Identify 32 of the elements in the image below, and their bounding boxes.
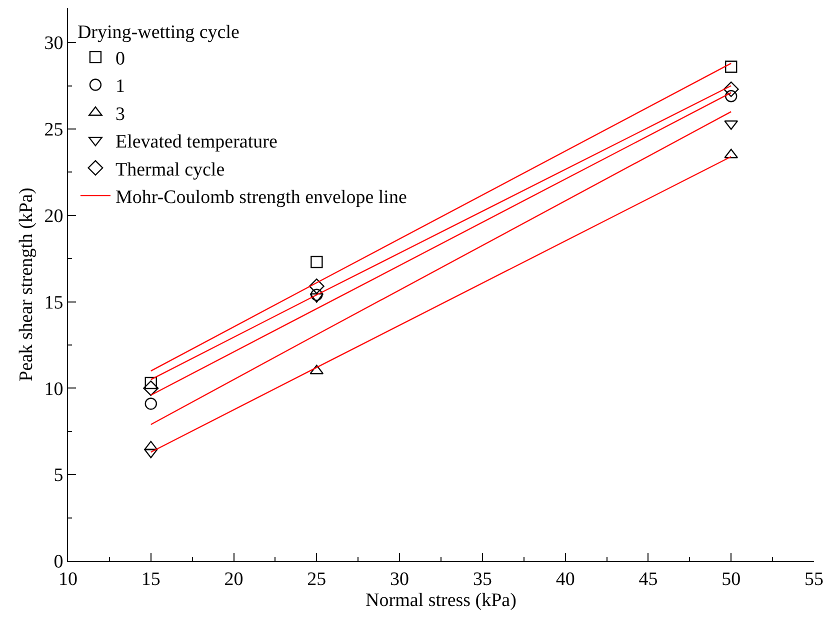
legend-label: Mohr-Coulomb strength envelope line (115, 186, 407, 208)
y-tick-label: 25 (44, 120, 64, 141)
y-tick-label: 20 (44, 206, 64, 228)
y-tick-label: 5 (54, 465, 64, 486)
legend-label: 3 (115, 104, 125, 125)
legend-label: 0 (115, 48, 125, 70)
legend-label: Thermal cycle (115, 159, 225, 180)
x-tick-label: 30 (390, 568, 410, 590)
point (725, 60, 738, 73)
x-tick-label: 15 (141, 568, 160, 590)
y-tick-label: 0 (54, 552, 64, 573)
legend-label: Elevated temperature (115, 132, 278, 153)
y-tick-label: 30 (44, 33, 64, 54)
x-tick-label: 55 (804, 568, 824, 590)
y-axis-title: Peak shear strength (kPa) (16, 188, 38, 382)
x-tick-label: 45 (638, 568, 658, 590)
x-tick-label: 35 (472, 568, 492, 590)
x-tick-label: 40 (556, 568, 575, 590)
y-tick-label: 15 (44, 292, 64, 314)
point (310, 256, 323, 268)
point (144, 398, 157, 410)
x-tick-label: 20 (224, 568, 244, 590)
x-tick-label: 50 (722, 568, 741, 590)
x-axis-title: Normal stress (kPa) (366, 590, 516, 611)
legend-label: 1 (115, 76, 125, 98)
x-tick-label: 25 (307, 568, 326, 590)
point (308, 278, 324, 294)
point (725, 90, 738, 102)
y-tick-label: 10 (44, 378, 64, 400)
point (723, 81, 739, 97)
point (143, 380, 159, 396)
legend-title: Drying-wetting cycle (77, 22, 240, 44)
